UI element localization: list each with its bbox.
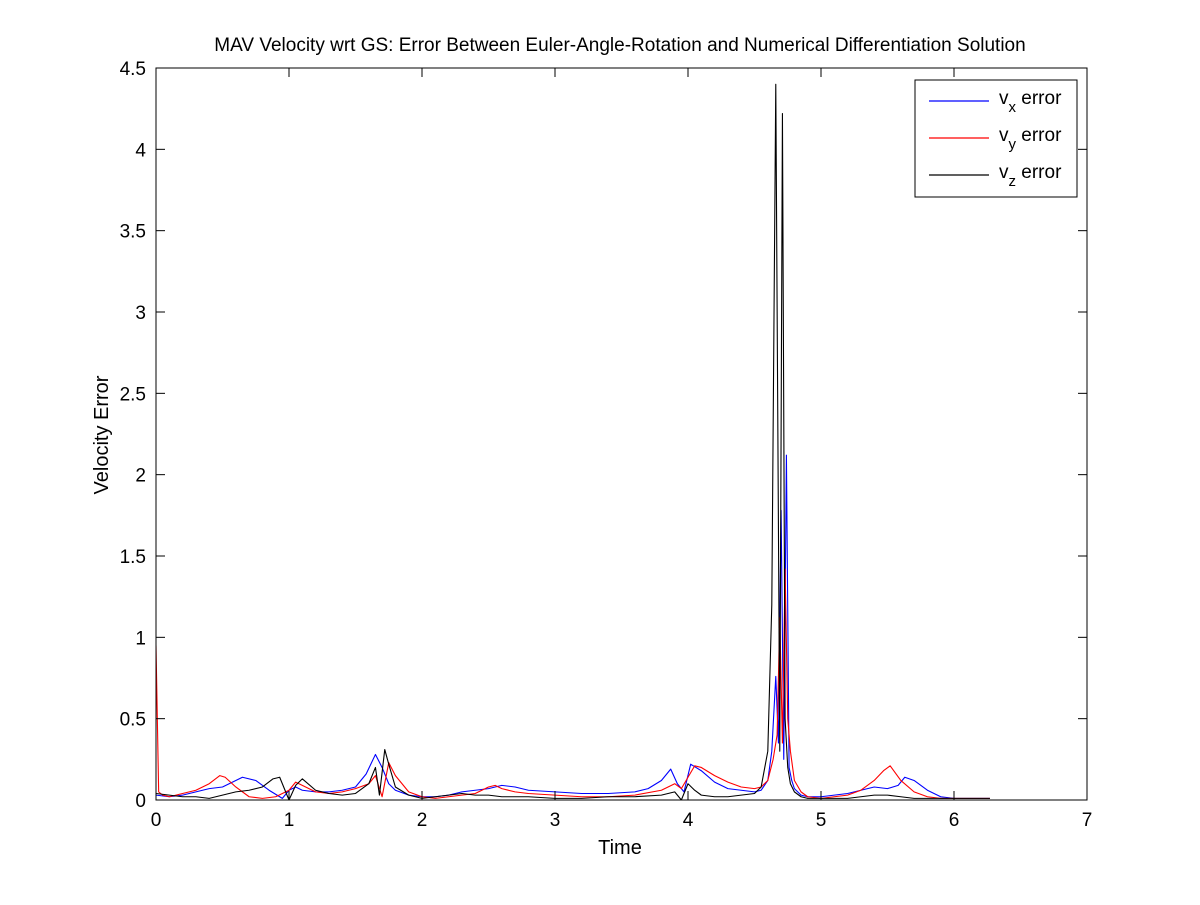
legend: vx error vy error vz error [914,79,1078,198]
series-line-vz [156,83,990,800]
y-tick-label: 3 [135,303,146,324]
axes-layer [155,67,1088,801]
x-tick-label: 6 [949,810,960,831]
y-tick-label: 0 [135,791,146,812]
legend-label-vx: vx error [999,88,1062,116]
ticks-layer: 0 1 2 3 4 5 6 7 0 0.5 1 1.5 2 2.5 3 3.5 4 4.5 [120,59,1093,831]
x-tick-label: 5 [816,810,827,831]
axes-box [155,67,1088,801]
y-tick-label: 2.5 [120,384,146,405]
legend-label-vy: vy error [999,125,1062,153]
x-tick-label: 4 [683,810,694,831]
x-tick-label: 1 [284,810,295,831]
x-tick-label: 2 [417,810,428,831]
series-layer [156,83,990,800]
y-tick-label: 3.5 [120,222,146,243]
x-tick-label: 0 [151,810,162,831]
y-axis-label: Velocity Error [91,375,113,494]
y-tick-label: 4 [135,140,146,161]
y-tick-label: 1 [135,628,146,649]
series-line-vx [156,454,990,799]
chart-title: MAV Velocity wrt GS: Error Between Euler… [214,35,1025,56]
y-tick-label: 0.5 [120,710,146,731]
y-tick-label: 1.5 [120,547,146,568]
legend-label-vz: vz error [999,162,1062,190]
x-tick-label: 3 [550,810,561,831]
x-tick-label: 7 [1082,810,1093,831]
y-tick-label: 2 [135,466,146,487]
x-axis-label: Time [598,837,642,859]
y-tick-label: 4.5 [120,59,146,80]
